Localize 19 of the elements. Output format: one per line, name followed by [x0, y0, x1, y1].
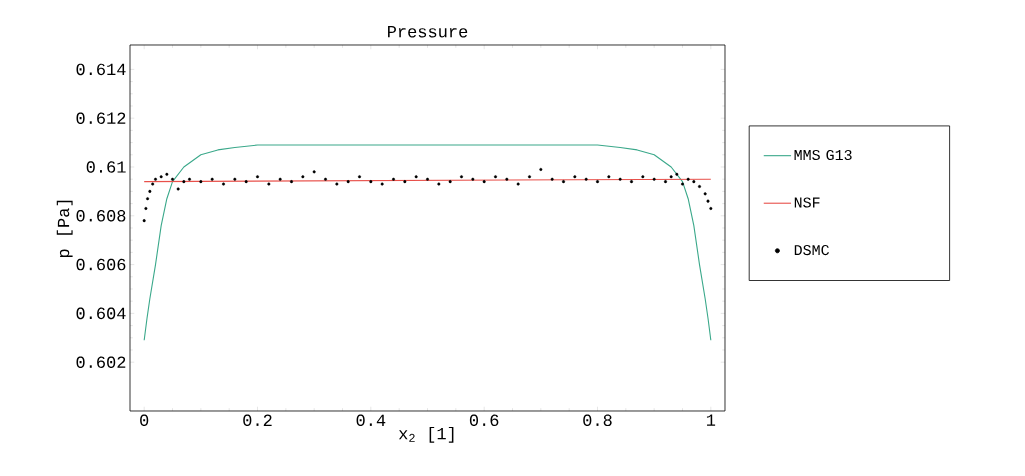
chart-title: Pressure: [388, 26, 468, 38]
y-axis-title: p [Pa]: [56, 200, 73, 258]
x-tick-label: 0.8: [583, 414, 612, 427]
x-tick-label: 0.2: [243, 414, 272, 427]
y-tick-label: 0.608: [76, 210, 126, 222]
y-tick-label: 0.612: [76, 112, 126, 124]
x-tick-label: 1: [706, 414, 716, 426]
x-tick-label: 0.4: [356, 414, 386, 427]
legend-label: MMS G13: [794, 149, 852, 161]
y-tick-label: 0.606: [76, 258, 126, 271]
x-tick-label: 0: [140, 414, 149, 427]
x-tick-label: 0.6: [469, 414, 499, 427]
y-tick-label: 0.61: [86, 161, 126, 173]
y-tick-label: 0.614: [76, 63, 126, 76]
text: x$_{2}$ [1]: [398, 426, 454, 443]
legend-label: DSMC: [794, 244, 829, 256]
legend-label: NSF: [794, 197, 820, 208]
y-tick-label: 0.602: [76, 356, 126, 368]
y-tick-label: 0.604: [76, 307, 126, 320]
